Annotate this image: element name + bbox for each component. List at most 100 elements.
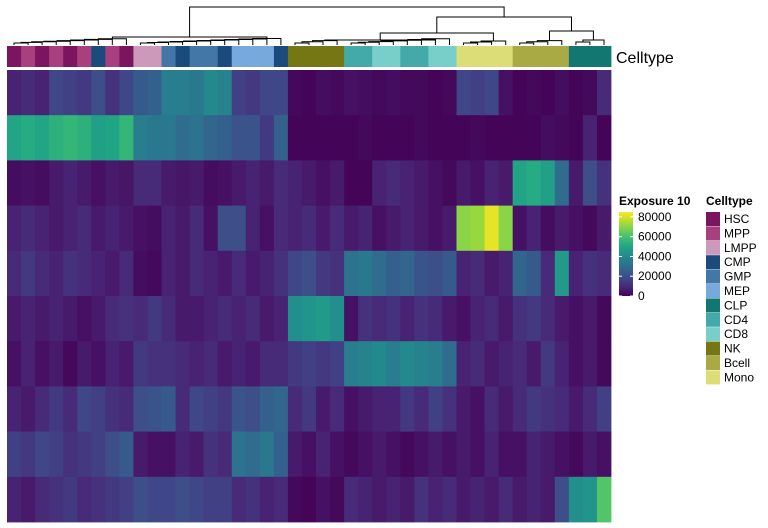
heatmap-cell bbox=[259, 250, 275, 297]
heatmap-cell bbox=[161, 70, 176, 116]
heatmap-cell bbox=[301, 115, 317, 161]
heatmap-cell bbox=[175, 160, 191, 206]
heatmap-cell bbox=[554, 296, 570, 342]
annotation-cell bbox=[203, 46, 219, 67]
heatmap-cell bbox=[161, 250, 176, 297]
heatmap-cell bbox=[526, 115, 542, 161]
heatmap-cell bbox=[203, 70, 219, 116]
heatmap-cell bbox=[287, 160, 303, 206]
heatmap-cell bbox=[386, 386, 401, 432]
heatmap-cell bbox=[91, 296, 106, 342]
dendrogram-branch bbox=[536, 40, 563, 45]
celltype-swatch bbox=[706, 212, 720, 226]
heatmap-cell bbox=[217, 160, 233, 206]
heatmap-cell bbox=[512, 431, 528, 478]
heatmap-cell bbox=[77, 70, 92, 116]
heatmap-cell bbox=[147, 205, 162, 252]
celltype-swatch bbox=[706, 341, 720, 356]
annotation-cell bbox=[400, 46, 415, 67]
heatmap-cell bbox=[372, 431, 387, 478]
heatmap-cell bbox=[372, 296, 387, 342]
heatmap-cell bbox=[133, 386, 148, 432]
heatmap-cell bbox=[161, 160, 176, 206]
heatmap-cell bbox=[189, 431, 205, 478]
heatmap-cell bbox=[526, 70, 542, 116]
heatmap-cell bbox=[105, 341, 120, 387]
heatmap-cell bbox=[358, 160, 373, 206]
heatmap-cell bbox=[245, 115, 261, 161]
annotation-cell bbox=[301, 46, 317, 67]
celltype-legend-label: CD8 bbox=[724, 327, 748, 341]
annotation-cell bbox=[596, 46, 612, 67]
annotation-cell bbox=[259, 46, 275, 67]
heatmap-cell bbox=[400, 70, 415, 116]
heatmap-cell bbox=[147, 296, 162, 342]
celltype-legend-title: Celltype bbox=[706, 194, 753, 208]
heatmap-cell bbox=[358, 250, 373, 297]
dendrogram-branch bbox=[357, 41, 380, 45]
heatmap-cell bbox=[273, 205, 289, 252]
heatmap-cell bbox=[540, 341, 556, 387]
heatmap-cell bbox=[77, 205, 92, 252]
heatmap-cell bbox=[35, 70, 50, 116]
heatmap-cell bbox=[428, 296, 443, 342]
heatmap-cell bbox=[231, 70, 247, 116]
dendrogram-branch bbox=[139, 42, 155, 45]
heatmap-cell bbox=[259, 386, 275, 432]
heatmap-cell bbox=[287, 431, 303, 478]
heatmap-cell bbox=[428, 115, 443, 161]
heatmap-cell bbox=[21, 250, 36, 297]
celltype-legend-label: MEP bbox=[724, 284, 750, 298]
heatmap-cell bbox=[526, 250, 542, 297]
heatmap-cell bbox=[540, 70, 556, 116]
heatmap-cell bbox=[133, 115, 148, 161]
heatmap-cell bbox=[414, 476, 429, 523]
color-scale-bar bbox=[619, 212, 633, 296]
heatmap-cell bbox=[147, 341, 162, 387]
heatmap-cell bbox=[91, 341, 106, 387]
heatmap-cell bbox=[231, 386, 247, 432]
heatmap-cell bbox=[330, 386, 345, 432]
heatmap-cell bbox=[596, 476, 612, 523]
heatmap-cell bbox=[540, 296, 556, 342]
heatmap-cell bbox=[231, 476, 247, 523]
heatmap-cell bbox=[526, 476, 542, 523]
heatmap-cell bbox=[372, 341, 387, 387]
heatmap-cell bbox=[203, 296, 219, 342]
heatmap-cell bbox=[7, 431, 22, 478]
heatmap-cell bbox=[596, 250, 612, 297]
heatmap-cell bbox=[372, 250, 387, 297]
heatmap-cell bbox=[175, 296, 191, 342]
heatmap-cell bbox=[133, 476, 148, 523]
heatmap-cell bbox=[484, 160, 500, 206]
heatmap-cell bbox=[330, 296, 345, 342]
color-scale-tick-label: 20000 bbox=[638, 269, 672, 283]
celltype-legend-label: HSC bbox=[724, 212, 750, 226]
heatmap-cell bbox=[35, 341, 50, 387]
heatmap-cell bbox=[119, 341, 134, 387]
heatmap-cell bbox=[119, 205, 134, 252]
heatmap-cell bbox=[526, 431, 542, 478]
heatmap-cell bbox=[63, 296, 78, 342]
celltype-legend: Celltype HSCMPPLMPPCMPGMPMEPCLPCD4CD8NKB… bbox=[706, 194, 757, 385]
annotation-cell bbox=[133, 46, 148, 67]
dendrogram-branch bbox=[519, 42, 535, 45]
heatmap-cell bbox=[470, 431, 485, 478]
heatmap-cell bbox=[400, 386, 415, 432]
heatmap-cell bbox=[175, 386, 191, 432]
heatmap-cell bbox=[119, 476, 134, 523]
heatmap-cell bbox=[287, 115, 303, 161]
heatmap-cell bbox=[330, 341, 345, 387]
heatmap-cell bbox=[161, 431, 176, 478]
heatmap-cell bbox=[582, 205, 598, 252]
annotation-cell bbox=[21, 46, 36, 67]
heatmap-cell bbox=[189, 70, 205, 116]
heatmap-cell bbox=[512, 476, 528, 523]
heatmap-cell bbox=[49, 160, 64, 206]
annotation-cell bbox=[245, 46, 261, 67]
heatmap-cell bbox=[498, 386, 514, 432]
heatmap-cell bbox=[512, 386, 528, 432]
heatmap-cell bbox=[442, 250, 457, 297]
heatmap-cell bbox=[161, 341, 176, 387]
celltype-swatch bbox=[706, 255, 720, 270]
